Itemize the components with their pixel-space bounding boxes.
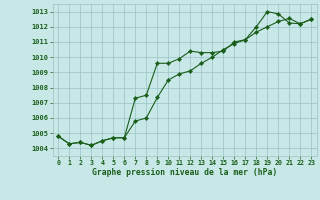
- X-axis label: Graphe pression niveau de la mer (hPa): Graphe pression niveau de la mer (hPa): [92, 168, 277, 177]
